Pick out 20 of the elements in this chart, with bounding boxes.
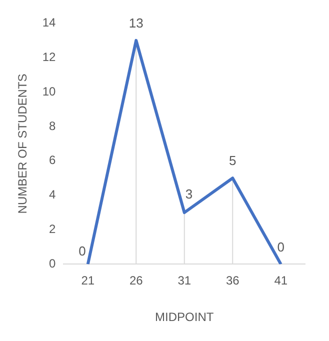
data-label: 3	[185, 186, 193, 202]
x-tick-label: 31	[178, 274, 192, 288]
y-tick-label: 14	[42, 16, 56, 30]
y-tick-label: 0	[49, 256, 56, 271]
x-axis-title: MIDPOINT	[155, 310, 214, 324]
x-tick-label: 41	[274, 274, 288, 288]
data-label: 5	[229, 153, 236, 168]
y-axis-title: NUMBER OF STUDENTS	[16, 74, 30, 214]
y-tick-label: 12	[42, 50, 56, 64]
x-tick-label: 26	[129, 274, 144, 288]
data-label: 13	[128, 15, 144, 30]
x-tick-label: 36	[226, 274, 240, 288]
data-label: 0	[277, 239, 284, 254]
x-tick-label: 21	[81, 274, 95, 288]
y-tick-label: 2	[49, 222, 56, 236]
data-label: 0	[78, 243, 86, 258]
y-tick-label: 10	[42, 84, 56, 98]
y-tick-label: 8	[49, 118, 56, 133]
y-tick-label: 4	[49, 188, 56, 202]
y-tick-label: 6	[49, 153, 56, 168]
